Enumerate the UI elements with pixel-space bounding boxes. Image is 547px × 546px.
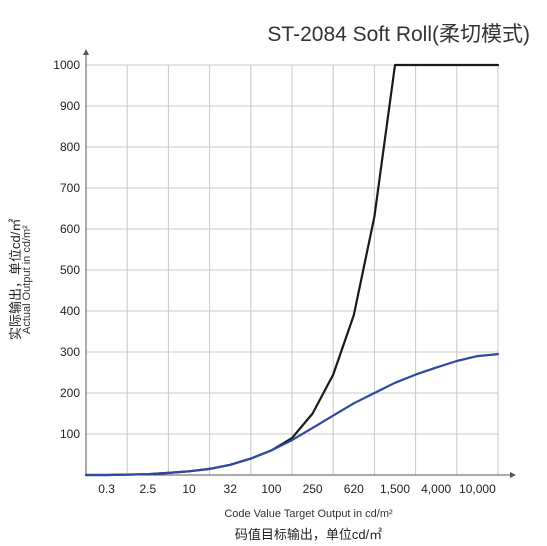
y-axis-arrow xyxy=(83,49,89,55)
axes xyxy=(83,49,516,478)
series-lines xyxy=(84,63,500,477)
x-axis-label-cn: 码值目标输出，单位cd/㎡ xyxy=(234,527,383,542)
y-axis-label: 实际输出，单位cd/㎡ Actual Output in cd/m² xyxy=(2,190,46,350)
y-tick-label: 100 xyxy=(60,427,80,441)
chart-title: ST-2084 Soft Roll(柔切模式) xyxy=(267,23,530,46)
x-axis-arrow xyxy=(510,472,516,478)
grid xyxy=(86,64,499,475)
x-tick-label: 10 xyxy=(182,482,196,496)
y-tick-label: 800 xyxy=(60,140,80,154)
y-tick-label: 400 xyxy=(60,304,80,318)
x-tick-label: 4,000 xyxy=(421,482,451,496)
y-tick-labels: 100 200 300 400 500 600 700 800 900 1000 xyxy=(53,58,80,441)
x-axis-label-en: Code Value Target Output in cd/m² xyxy=(224,508,393,520)
x-tick-label: 10,000 xyxy=(459,482,496,496)
x-tick-labels: 0.3 2.5 10 32 100 250 620 1,500 4,000 10,000 xyxy=(98,482,496,496)
x-tick-label: 250 xyxy=(303,482,323,496)
y-tick-label: 200 xyxy=(60,386,80,400)
plot-area: 0.3 2.5 10 32 100 250 620 1,500 4,000 10,000 100 2… xyxy=(53,49,516,496)
x-tick-label: 1,500 xyxy=(380,482,410,496)
y-tick-label: 900 xyxy=(60,99,80,113)
series-line xyxy=(84,353,500,477)
x-tick-label: 32 xyxy=(224,482,238,496)
y-axis-label-en: Actual Output in cd/m² xyxy=(21,225,33,334)
y-tick-label: 1000 xyxy=(53,58,80,72)
y-tick-label: 500 xyxy=(60,263,80,277)
x-tick-label: 0.3 xyxy=(98,482,115,496)
y-tick-label: 300 xyxy=(60,345,80,359)
y-tick-label: 600 xyxy=(60,222,80,236)
x-tick-label: 100 xyxy=(261,482,281,496)
x-tick-label: 2.5 xyxy=(139,482,156,496)
x-tick-label: 620 xyxy=(344,482,364,496)
y-tick-label: 700 xyxy=(60,181,80,195)
